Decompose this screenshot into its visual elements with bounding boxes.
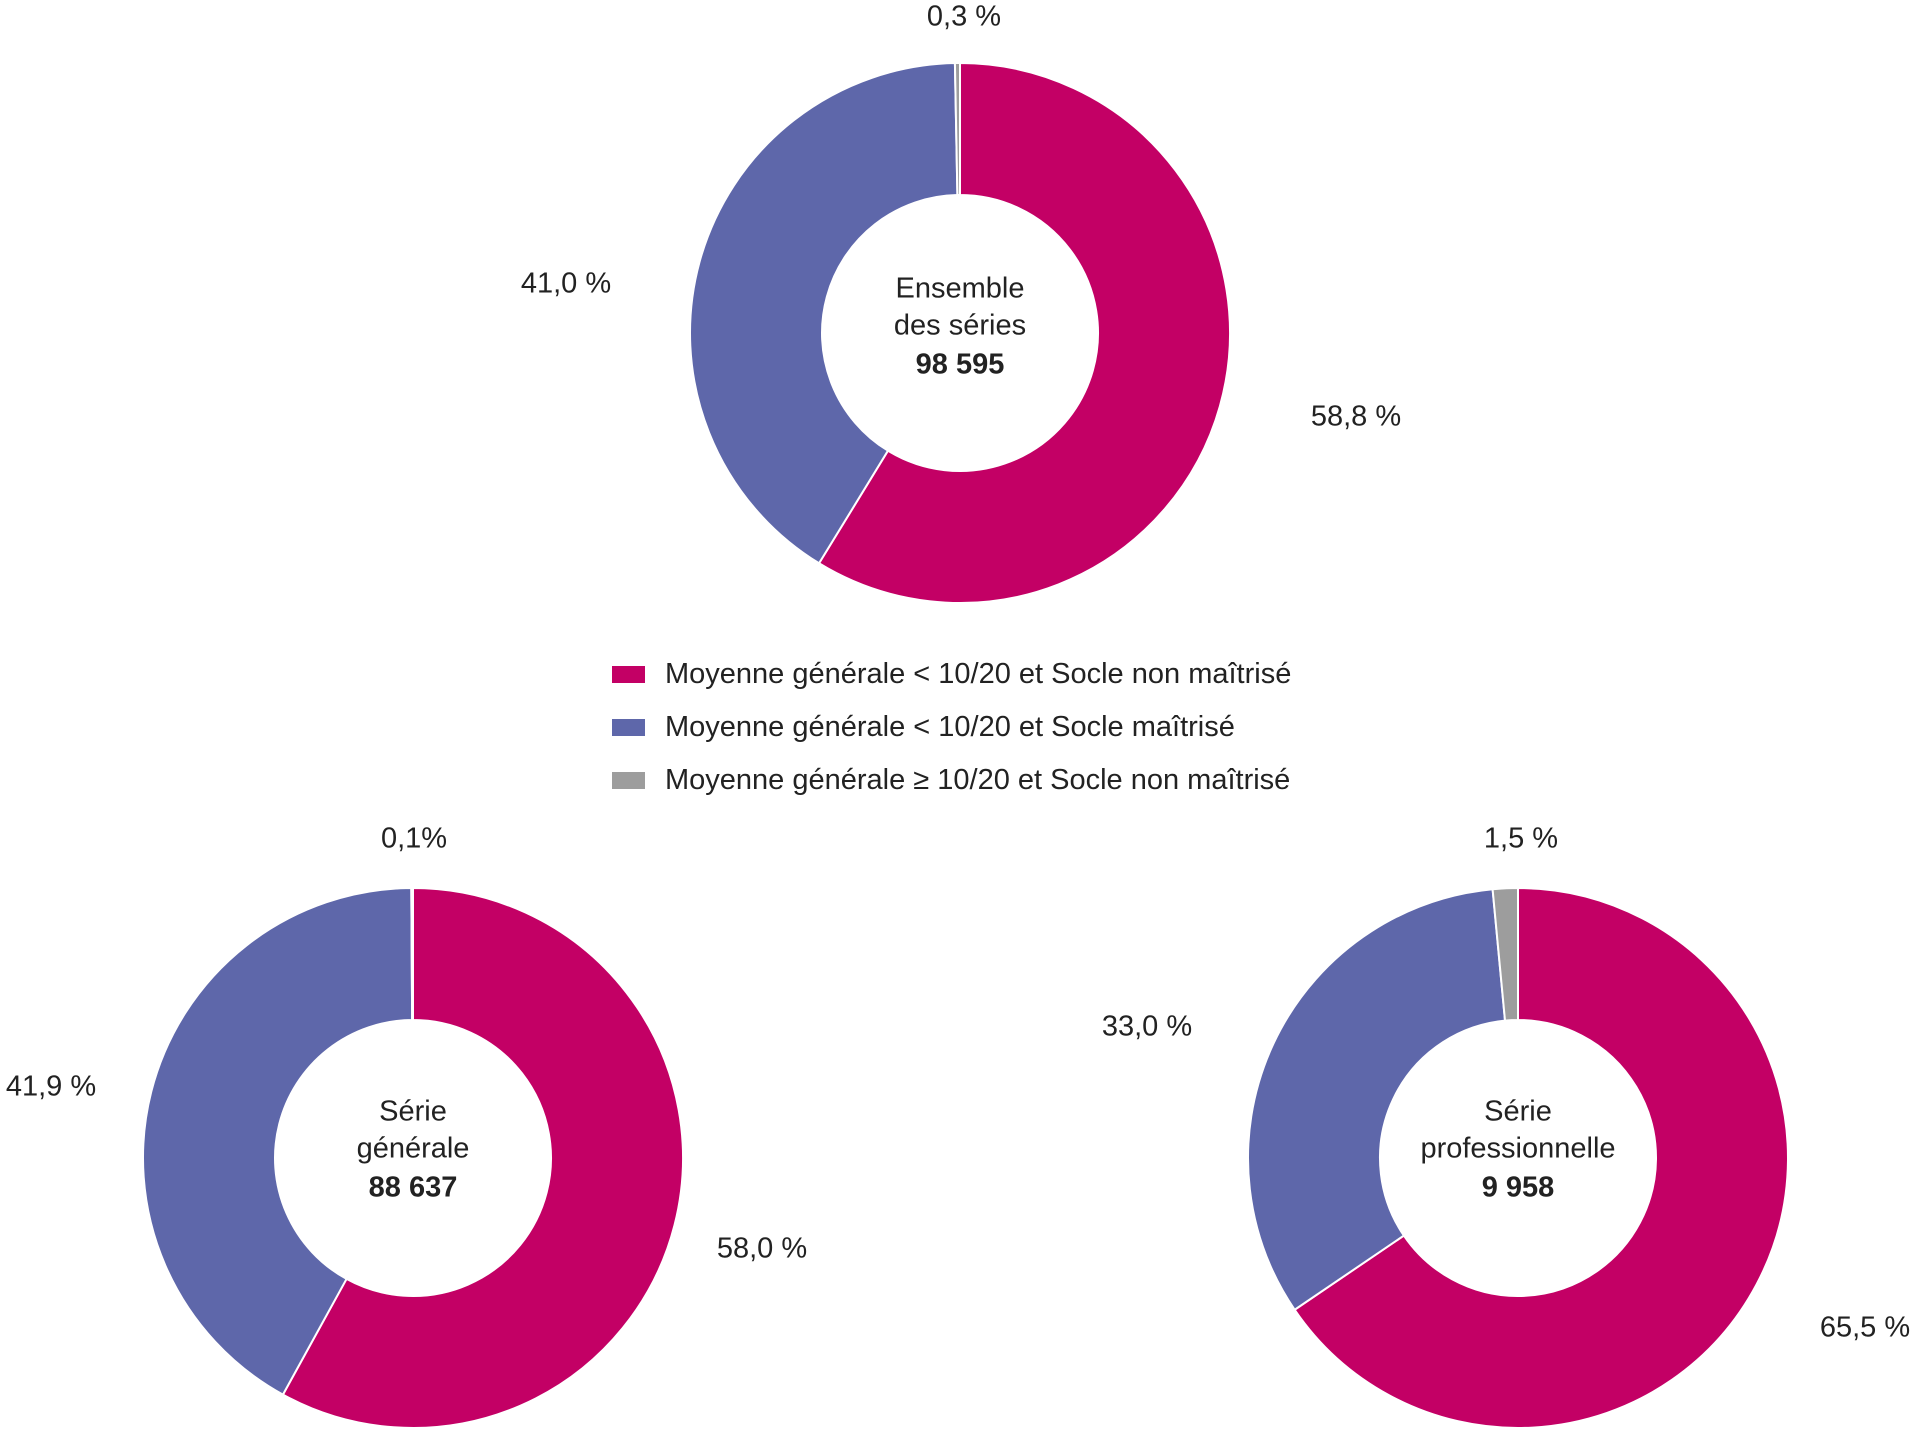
legend-swatch-2 (612, 772, 645, 789)
donut-0-slice-2 (953, 61, 961, 197)
donut-2-center-total: 9 958 (1482, 1172, 1555, 1204)
donut-2-slice-label-2: 1,5 % (1484, 823, 1558, 855)
donut-2-slice-2 (1491, 886, 1519, 1022)
legend-swatch-1 (612, 719, 645, 736)
donut-1-slice-0 (281, 886, 685, 1429)
legend-item-1: Moyenne générale < 10/20 et Socle maîtri… (612, 701, 1291, 754)
donut-chart-0: 58,8 % 41,0 % 0,3 % Ensemble des séries 98 59… (521, 1, 1401, 604)
donut-0-slice-0 (817, 61, 1231, 604)
donut-0-slice-label-1: 41,0 % (521, 268, 611, 300)
donut-1-slice-2 (410, 886, 414, 1022)
donut-1-center-total: 88 637 (369, 1172, 458, 1204)
donut-1-slice-label-2: 0,1% (381, 823, 447, 855)
donut-0-slice-label-0: 58,8 % (1311, 401, 1401, 433)
legend-swatch-0 (612, 666, 645, 683)
donut-1-center-line-0: Série (379, 1096, 447, 1128)
donut-2-center-line-1: professionnelle (1420, 1133, 1615, 1165)
donut-1-slice-1 (142, 886, 414, 1396)
donut-chart-2: 65,5 % 33,0 % 1,5 % Série professionnelle 9 9… (1102, 823, 1910, 1429)
legend-label-0: Moyenne générale < 10/20 et Socle non ma… (665, 658, 1292, 690)
legend-label-1: Moyenne générale < 10/20 et Socle maîtri… (665, 711, 1235, 743)
donut-0-center-line-1: des séries (894, 310, 1026, 342)
donut-1-slice-label-0: 58,0 % (717, 1233, 807, 1265)
donut-1-slice-label-1: 41,9 % (6, 1071, 96, 1103)
donut-0-center-line-0: Ensemble (896, 273, 1025, 305)
legend-label-2: Moyenne générale ≥ 10/20 et Socle non ma… (665, 764, 1291, 796)
donut-2-slice-1 (1247, 888, 1507, 1312)
donut-2-slice-label-1: 33,0 % (1102, 1011, 1192, 1043)
donut-0-slice-1 (689, 62, 959, 565)
donut-chart-1: 58,0 % 41,9 % 0,1% Série générale 88 637 (6, 823, 807, 1429)
legend-item-0: Moyenne générale < 10/20 et Socle non ma… (612, 648, 1291, 701)
donut-0-slice-label-2: 0,3 % (927, 1, 1001, 33)
donut-0-center-total: 98 595 (916, 349, 1005, 381)
donut-1-center-line-1: générale (357, 1133, 470, 1165)
legend: Moyenne générale < 10/20 et Socle non ma… (612, 648, 1291, 807)
donut-2-slice-label-0: 65,5 % (1820, 1312, 1910, 1344)
donut-2-slice-0 (1293, 886, 1789, 1429)
legend-item-2: Moyenne générale ≥ 10/20 et Socle non ma… (612, 754, 1291, 807)
donut-2-center-line-0: Série (1484, 1096, 1552, 1128)
